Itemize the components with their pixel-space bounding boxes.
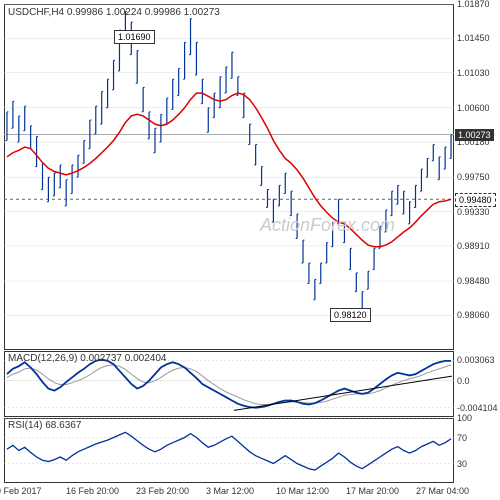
price-chart-svg xyxy=(4,4,454,350)
high-price-box: 1.01690 xyxy=(114,30,155,44)
macd-title: MACD(12,26,9) 0.002737 0.002404 xyxy=(8,353,166,364)
rsi-title: RSI(14) 68.6367 xyxy=(8,420,81,431)
watermark: ActionForex.com xyxy=(260,215,395,236)
low-price-box: 0.98120 xyxy=(330,308,371,322)
level-price-tag: 0.99480 xyxy=(455,193,496,207)
instrument-title: USDCHF,H4 0.99986 1.00224 0.99986 1.0027… xyxy=(8,7,220,18)
